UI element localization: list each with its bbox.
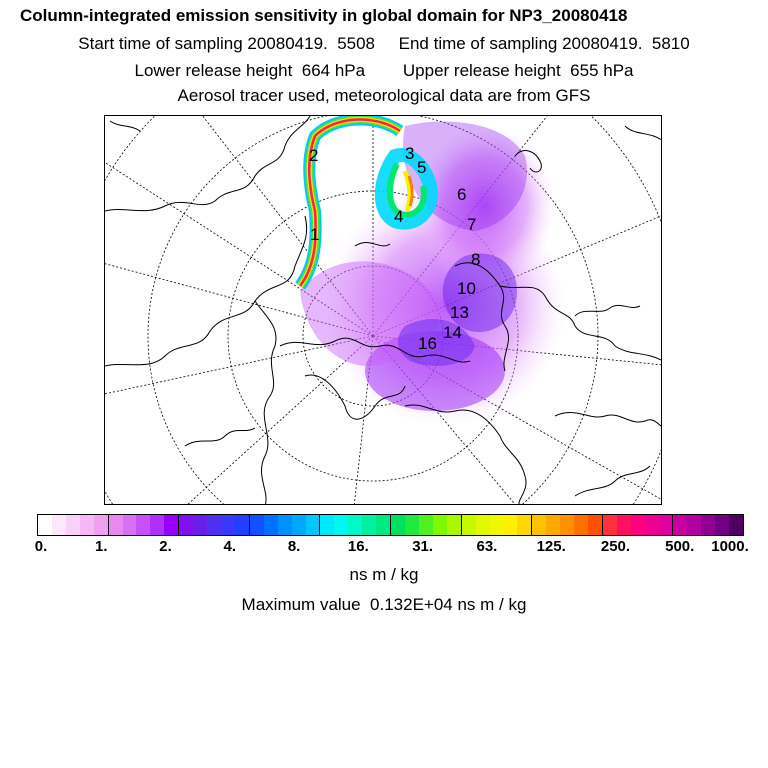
traj-label-5: 5 bbox=[417, 158, 426, 177]
traj-label-2: 2 bbox=[309, 146, 318, 165]
colorbar-tick-label: 31. bbox=[412, 538, 434, 555]
colorbar-cell bbox=[602, 515, 617, 535]
colorbar-tick-label: 1. bbox=[95, 538, 108, 555]
colorbar-cell bbox=[391, 515, 405, 535]
colorbar-cell bbox=[630, 515, 645, 535]
colorbar-cell bbox=[220, 515, 235, 535]
colorbar-cell bbox=[38, 515, 52, 535]
tracer-info-line: Aerosol tracer used, meteorological data… bbox=[177, 86, 591, 105]
maximum-value-label: Maximum value 0.132E+04 ns m / kg bbox=[241, 595, 527, 614]
colorbar-tick-label: 500. bbox=[665, 538, 695, 555]
colorbar-cell bbox=[701, 515, 716, 535]
colorbar-cell bbox=[51, 515, 66, 535]
colorbar-cell bbox=[108, 515, 123, 535]
colorbar-cell bbox=[503, 515, 518, 535]
colorbar-cell bbox=[489, 515, 504, 535]
colorbar-cell bbox=[616, 515, 631, 535]
colorbar-cell bbox=[560, 515, 575, 535]
colorbar-tick-label: 125. bbox=[536, 538, 566, 555]
release-height-line: Lower release height 664 hPa Upper relea… bbox=[134, 61, 634, 80]
colorbar-cell bbox=[320, 515, 335, 535]
colorbar-cell bbox=[376, 515, 392, 535]
coastlines bbox=[105, 116, 661, 504]
map-panel: 1 2 3 4 5 6 7 8 10 13 14 16 bbox=[104, 115, 662, 505]
colorbar-cell bbox=[546, 515, 561, 535]
colorbar-cell bbox=[404, 515, 419, 535]
colorbar-cell bbox=[658, 515, 674, 535]
trajectory-labels: 1 2 3 4 5 6 7 8 10 13 14 16 bbox=[309, 144, 480, 353]
colorbar-cell bbox=[79, 515, 94, 535]
colorbar-cell bbox=[362, 515, 377, 535]
colorbar-cell bbox=[249, 515, 264, 535]
colorbar-cell bbox=[673, 515, 688, 535]
colorbar-cell bbox=[432, 515, 447, 535]
colorbar-tick-label: 2. bbox=[159, 538, 172, 555]
traj-label-3: 3 bbox=[405, 144, 414, 163]
colorbar-tick-label: 8. bbox=[287, 538, 301, 555]
colorbar-tick-label: 250. bbox=[600, 538, 631, 555]
colorbar-cell bbox=[263, 515, 278, 535]
colorbar-tick-label: 16. bbox=[347, 538, 369, 555]
colorbar-cell bbox=[729, 515, 744, 535]
colorbar-cell bbox=[532, 515, 547, 535]
colorbar-cell bbox=[348, 515, 363, 535]
plot-title: Column-integrated emission sensitivity i… bbox=[20, 6, 628, 25]
colorbar-cell bbox=[207, 515, 221, 535]
colorbar-cell bbox=[291, 515, 306, 535]
colorbar-cell bbox=[305, 515, 321, 535]
colorbar-cell bbox=[150, 515, 165, 535]
colorbar-cell bbox=[334, 515, 349, 535]
colorbar-cell bbox=[193, 515, 208, 535]
colorbar-cell bbox=[517, 515, 533, 535]
emission-sensitivity-field bbox=[295, 116, 565, 426]
cluster-label-14: 14 bbox=[443, 323, 462, 342]
colorbar-cell bbox=[65, 515, 80, 535]
colorbar-cell bbox=[687, 515, 702, 535]
cluster-label-13: 13 bbox=[450, 303, 469, 322]
colorbar-tick-label: 1000. bbox=[711, 538, 749, 555]
colorbar bbox=[37, 514, 744, 536]
colorbar-cell bbox=[715, 515, 730, 535]
traj-label-8: 8 bbox=[471, 250, 480, 269]
cluster-label-10: 10 bbox=[457, 279, 476, 298]
cluster-label-16: 16 bbox=[418, 334, 437, 353]
colorbar-cell bbox=[574, 515, 588, 535]
colorbar-cell bbox=[277, 515, 292, 535]
colorbar-cell bbox=[644, 515, 659, 535]
colorbar-cell bbox=[179, 515, 194, 535]
colorbar-cell bbox=[461, 515, 476, 535]
traj-label-1: 1 bbox=[310, 225, 319, 244]
colorbar-cell bbox=[93, 515, 109, 535]
traj-label-4: 4 bbox=[394, 207, 403, 226]
sampling-time-line: Start time of sampling 20080419. 5508 En… bbox=[78, 34, 690, 53]
colorbar-tick-label: 4. bbox=[223, 538, 237, 555]
colorbar-cell bbox=[136, 515, 151, 535]
colorbar-cell bbox=[234, 515, 250, 535]
polar-map: 1 2 3 4 5 6 7 8 10 13 14 16 bbox=[105, 116, 661, 504]
colorbar-tick-label: 0. bbox=[34, 538, 48, 555]
colorbar-cell bbox=[122, 515, 137, 535]
colorbar-cell bbox=[418, 515, 433, 535]
colorbar-cell bbox=[475, 515, 490, 535]
colorbar-cell bbox=[587, 515, 603, 535]
colorbar-cell bbox=[164, 515, 180, 535]
colorbar-cell bbox=[446, 515, 462, 535]
colorbar-units: ns m / kg bbox=[349, 565, 419, 584]
traj-label-6: 6 bbox=[457, 185, 466, 204]
traj-label-7: 7 bbox=[467, 215, 476, 234]
colorbar-tick-label: 63. bbox=[476, 538, 498, 555]
